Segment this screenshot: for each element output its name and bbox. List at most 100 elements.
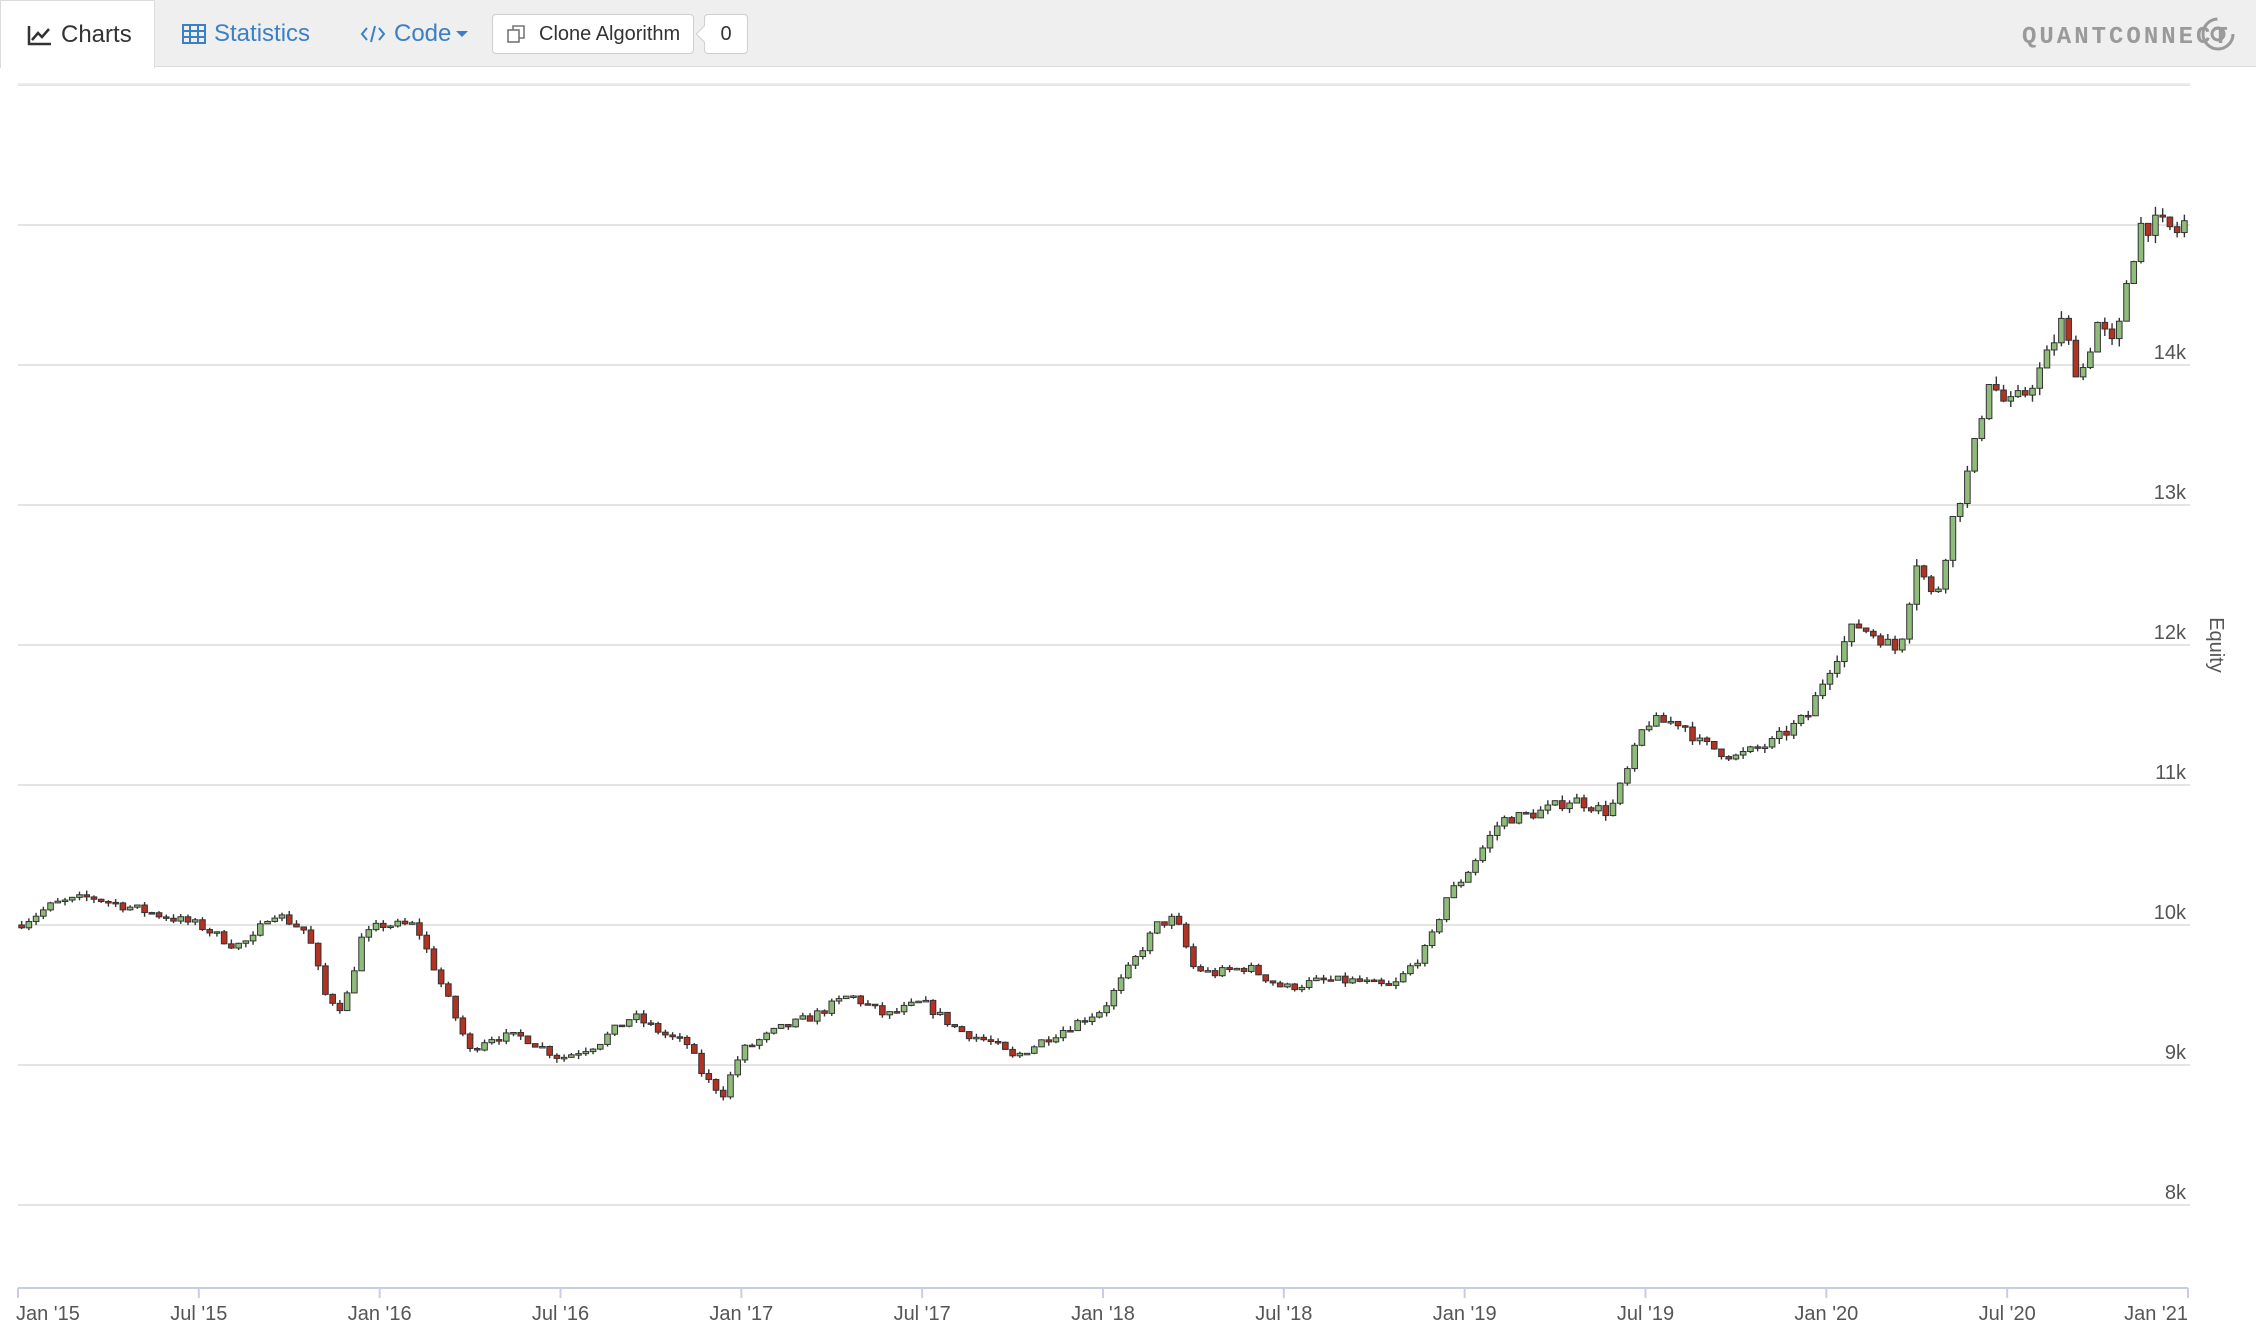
candle-up	[1305, 980, 1313, 988]
candle-down	[445, 983, 452, 997]
candle-up	[1016, 1052, 1024, 1057]
candle-down	[893, 1011, 901, 1014]
candle-up	[1479, 847, 1487, 862]
candle-up	[1399, 973, 1407, 983]
candle-down	[1327, 979, 1335, 982]
candle-up	[25, 921, 33, 929]
candle-up	[242, 940, 250, 944]
x-tick-label: Jan '16	[348, 1303, 412, 1325]
candle-up	[1052, 1037, 1060, 1043]
candle-up	[763, 1032, 770, 1041]
code-icon	[360, 25, 386, 42]
tab-charts[interactable]: Charts	[0, 0, 155, 68]
candle-down	[1703, 737, 1711, 742]
candle-down	[1342, 975, 1349, 984]
candle-down	[1009, 1048, 1016, 1057]
x-tick-label: Jan '15	[16, 1303, 80, 1325]
candle-up	[191, 919, 199, 923]
candle-up	[1132, 956, 1139, 966]
x-tick-label: Jul '17	[894, 1303, 951, 1325]
candle-down	[676, 1036, 684, 1039]
candle-down	[1378, 979, 1385, 985]
candle-up	[1284, 983, 1291, 988]
candle-down	[1356, 978, 1364, 982]
candle-down	[944, 1011, 951, 1026]
candle-down	[1993, 384, 2000, 391]
candle-down	[336, 1002, 344, 1012]
candle-down	[2144, 222, 2152, 236]
candle-up	[488, 1039, 496, 1044]
candle-down	[285, 914, 293, 925]
tab-statistics[interactable]: Statistics	[182, 0, 310, 67]
candle-down	[2000, 389, 2007, 402]
candle-up	[1146, 932, 1154, 952]
x-tick-label: Jan '17	[709, 1303, 773, 1325]
candle-up	[1515, 812, 1523, 824]
candle-up	[1826, 672, 1834, 685]
candle-up	[481, 1042, 488, 1051]
candle-up	[126, 906, 134, 911]
candle-up	[936, 1011, 944, 1016]
candle-up	[1139, 950, 1147, 958]
candle-up	[2115, 320, 2123, 340]
candle-down	[474, 1047, 481, 1051]
candle-up	[1956, 502, 1964, 517]
candle-up	[1436, 919, 1443, 933]
candle-down	[864, 1003, 872, 1006]
candle-up	[1819, 683, 1827, 697]
candle-down	[994, 1040, 1002, 1044]
candle-down	[1197, 966, 1204, 972]
candle-down	[1081, 1020, 1089, 1023]
candle-down	[2072, 339, 2080, 378]
candle-down	[1226, 967, 1233, 971]
candle-up	[213, 931, 221, 934]
candle-down	[2166, 216, 2174, 228]
quantconnect-logo-icon	[2201, 17, 2235, 51]
candle-down	[698, 1052, 705, 1075]
candle-up	[2123, 283, 2130, 322]
candle-down	[228, 943, 235, 949]
candle-up	[40, 909, 47, 917]
candle-up	[1464, 871, 1472, 883]
candle-up	[1761, 746, 1769, 749]
candle-down	[437, 969, 445, 985]
clone-algorithm-button[interactable]: Clone Algorithm	[492, 14, 694, 54]
candle-up	[604, 1033, 611, 1045]
x-tick-label: Jul '20	[1979, 1303, 2036, 1325]
candle-down	[1689, 726, 1696, 742]
candle-down	[162, 916, 170, 919]
candle-down	[112, 901, 119, 905]
candle-up	[1667, 720, 1675, 724]
candle-up	[2130, 261, 2138, 285]
candle-down	[430, 948, 438, 971]
candle-up	[1696, 737, 1704, 742]
candle-down	[155, 912, 163, 918]
candle-up	[365, 929, 373, 938]
x-tick-label: Jul '19	[1617, 1303, 1674, 1325]
candle-down	[83, 894, 91, 898]
candle-down	[1927, 576, 1935, 593]
candle-down	[2021, 390, 2029, 396]
candle-up	[1334, 975, 1342, 981]
candle-down	[1002, 1041, 1009, 1050]
x-tick-label: Jul '16	[532, 1303, 589, 1325]
candle-down	[1660, 715, 1667, 723]
candle-up	[560, 1056, 568, 1060]
candle-up	[1884, 638, 1892, 646]
candle-up	[1768, 738, 1776, 748]
candle-up	[568, 1054, 575, 1058]
chevron-down-icon	[456, 30, 469, 37]
candle-down	[1508, 817, 1515, 824]
y-tick-label: 8k	[2165, 1182, 2187, 1204]
candle-down	[452, 995, 459, 1019]
candle-down	[322, 965, 329, 995]
candle-up	[770, 1027, 778, 1034]
tab-code[interactable]: Code	[360, 0, 477, 67]
candle-down	[416, 922, 423, 936]
candle-up	[842, 995, 850, 1000]
candle-up	[1732, 754, 1740, 760]
candle-down	[1276, 982, 1284, 988]
candle-up	[2094, 321, 2101, 353]
candle-down	[958, 1026, 966, 1033]
candle-up	[502, 1032, 510, 1042]
